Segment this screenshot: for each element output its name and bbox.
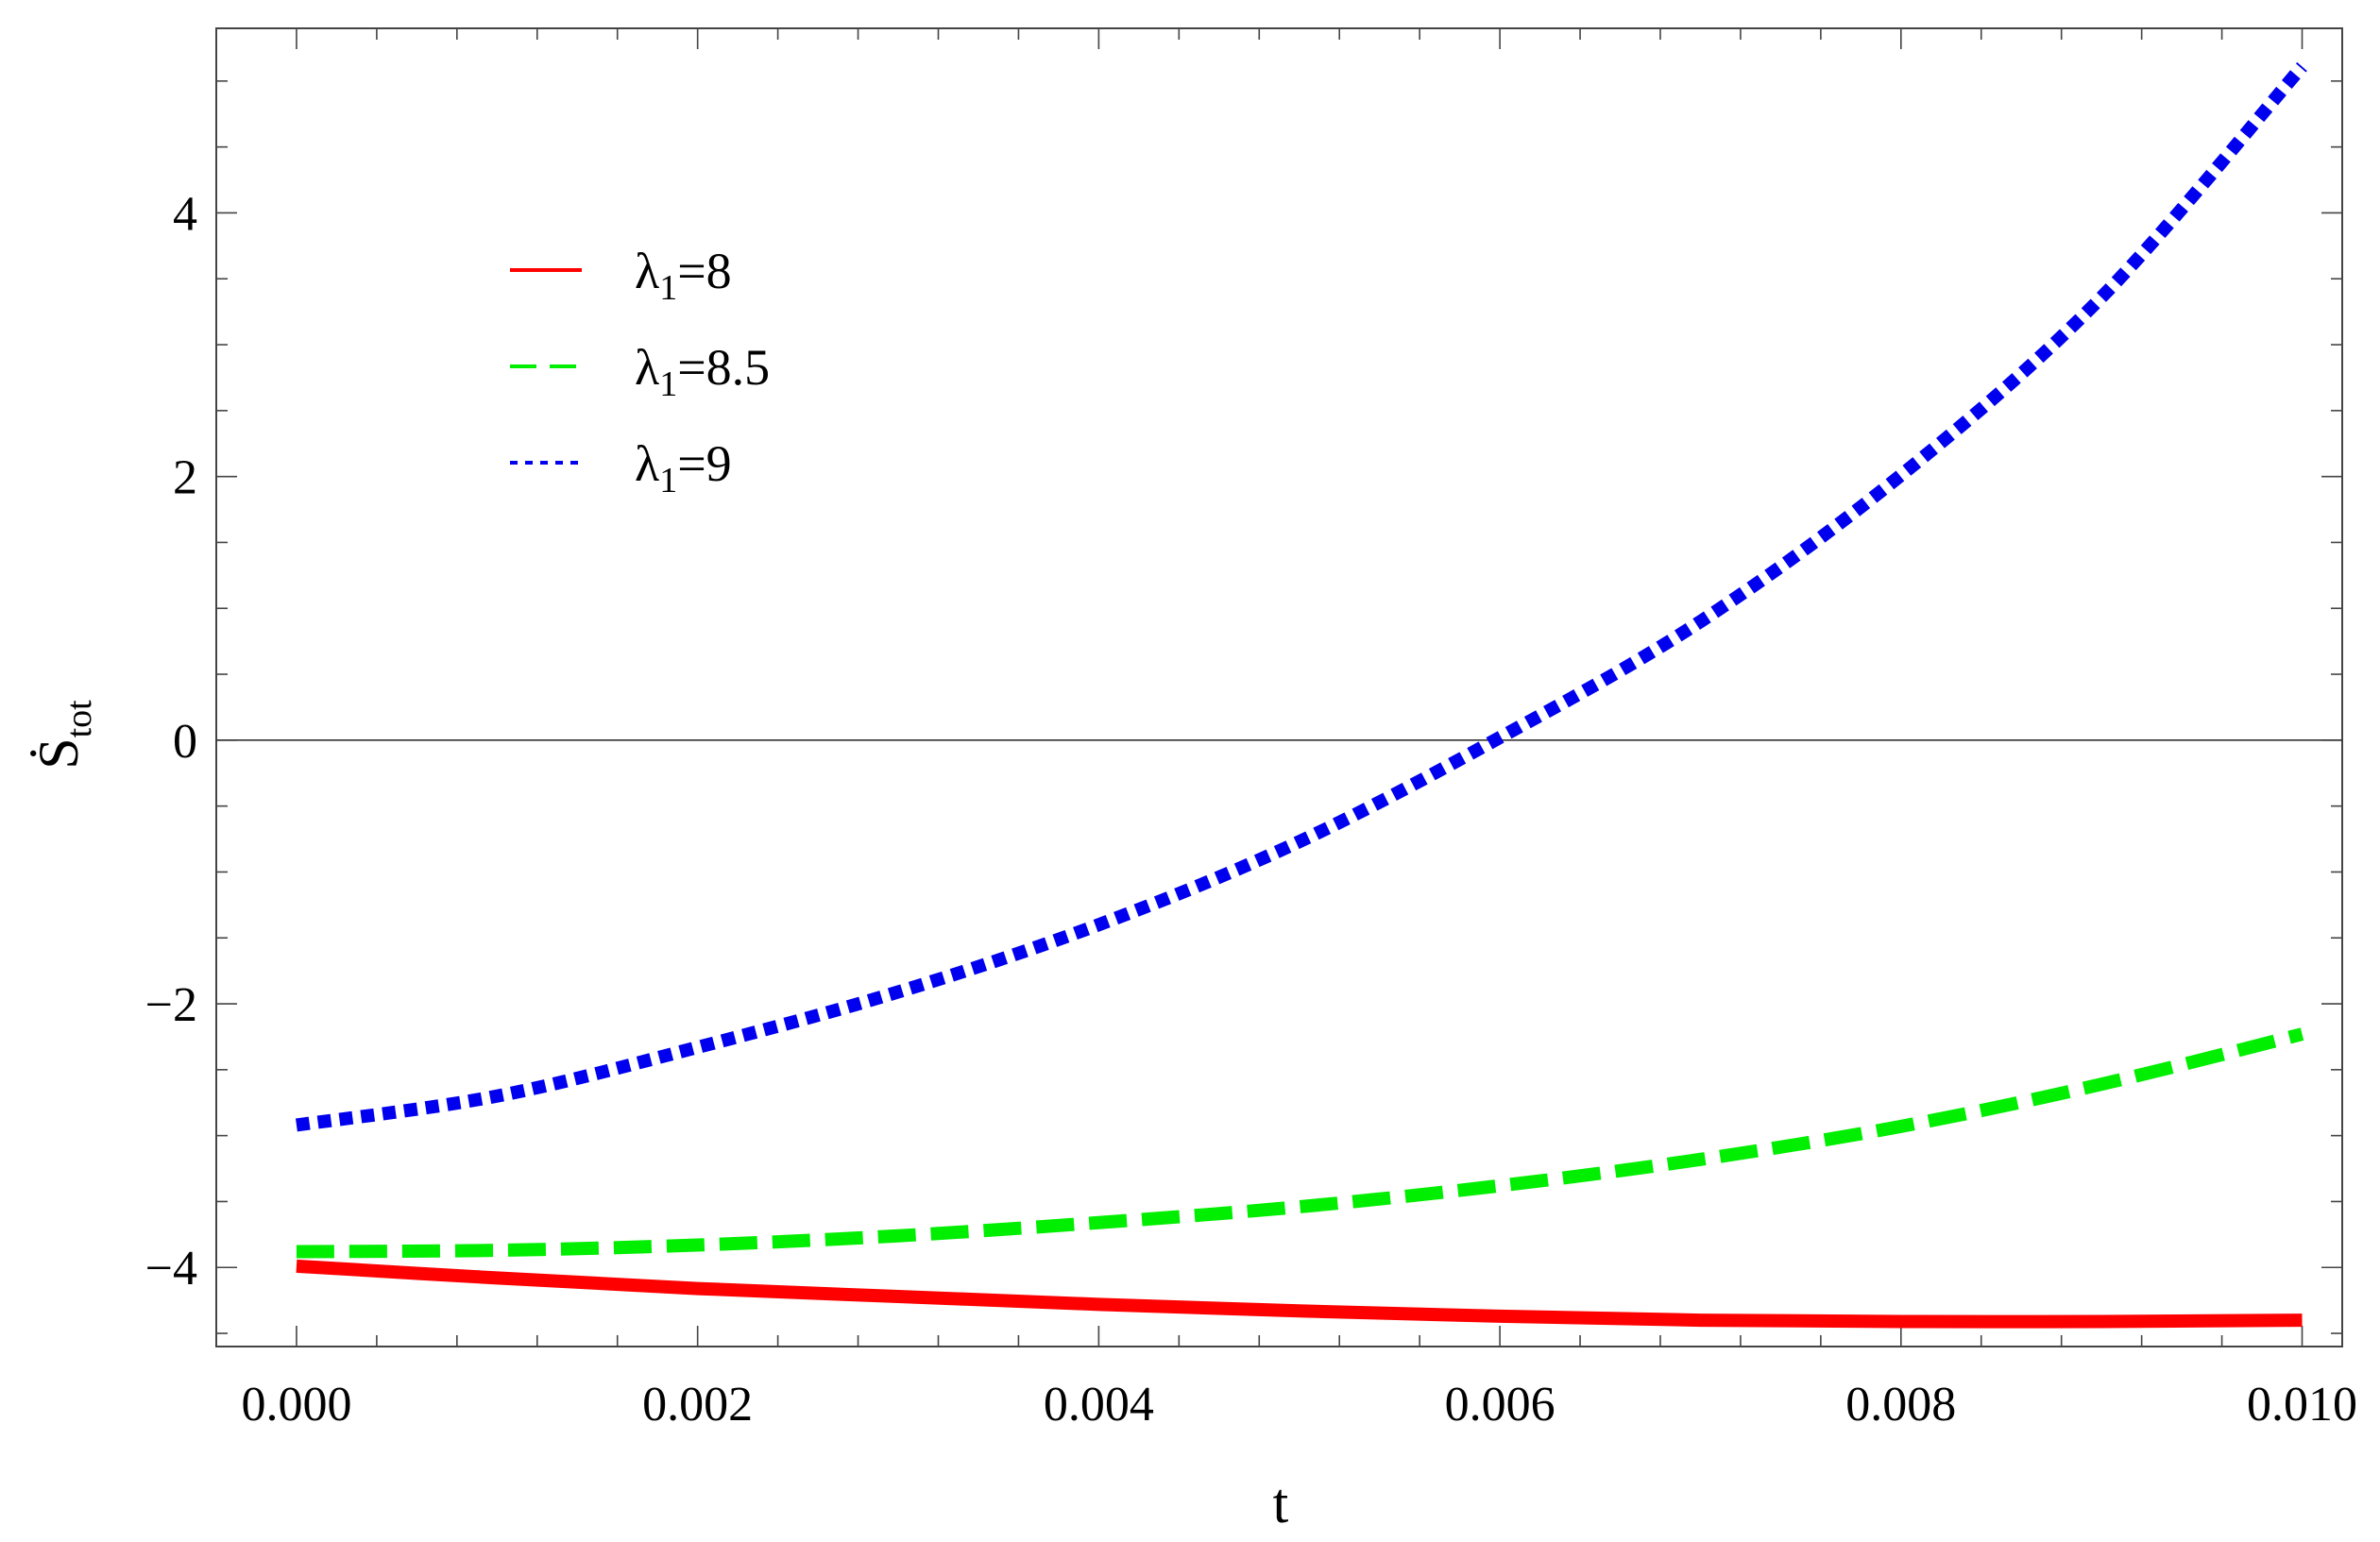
series-line-1 [296, 1259, 2303, 1329]
y-tick-label: 4 [173, 187, 197, 241]
x-tick-label: 0.002 [642, 1378, 753, 1432]
x-axis-label: t [1273, 1472, 1289, 1534]
legend-label-1: λ1=8 [635, 243, 732, 308]
x-tick-label: 0.006 [1445, 1378, 1556, 1432]
x-tick-label: 0.004 [1044, 1378, 1154, 1432]
y-axis-label: Ṡtot [27, 700, 99, 770]
series-line-2 [296, 1027, 2304, 1259]
legend-label-3: λ1=9 [635, 435, 732, 500]
y-tick-label: 0 [173, 715, 197, 769]
series-layer [295, 61, 2307, 1329]
svg-text:Ṡtot: Ṡtot [27, 700, 99, 770]
y-tick-label: 2 [173, 451, 197, 505]
y-axis-label-sub: tot [60, 700, 99, 738]
plot-frame [215, 27, 2343, 1347]
legend: λ1=8 λ1=8.5 λ1=9 [510, 243, 770, 500]
y-tick-label: −4 [145, 1242, 197, 1296]
y-tick-label: −2 [145, 978, 197, 1032]
axis-ticks: 0.000 0.002 0.004 0.006 0.008 0.010 −4 −2 0 2 4 [145, 28, 2357, 1432]
y-axis-label-main: Ṡ [27, 737, 90, 769]
x-tick-label: 0.000 [241, 1378, 351, 1432]
legend-label-2: λ1=8.5 [635, 339, 770, 404]
x-tick-label: 0.008 [1845, 1378, 1956, 1432]
x-tick-label: 0.010 [2247, 1378, 2357, 1432]
series-line-3 [295, 61, 2307, 1132]
